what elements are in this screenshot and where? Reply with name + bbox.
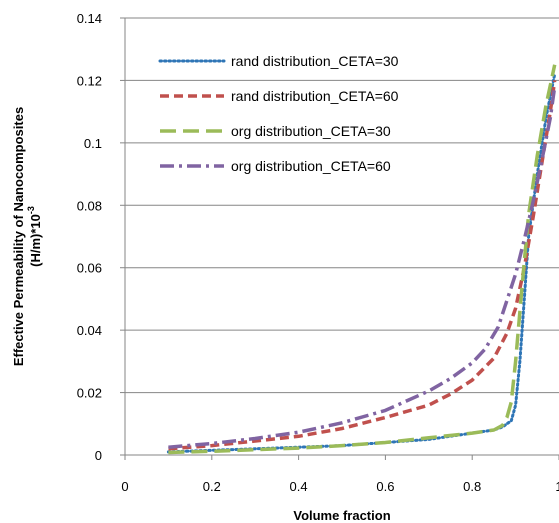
x-axis-title: Volume fraction — [293, 508, 390, 523]
x-tick-label: 0 — [121, 479, 128, 494]
series-line-3 — [168, 64, 557, 455]
x-tick-label: 0.2 — [203, 479, 221, 494]
x-tick-label: 0.8 — [463, 479, 481, 494]
series-line-4 — [168, 86, 557, 449]
y-tick-label: 0.1 — [84, 136, 102, 151]
y-axis-title-line2: (H/m)*10-3 — [26, 206, 43, 267]
axes — [120, 17, 559, 460]
y-tick-label: 0 — [95, 448, 102, 463]
y-tick-label: 0.12 — [77, 73, 102, 88]
legend-label-2: rand distribution_CETA=60 — [231, 88, 399, 104]
y-tick-label: 0.06 — [77, 261, 102, 276]
legend-label-1: rand distribution_CETA=30 — [231, 53, 399, 69]
x-tick-label: 1 — [555, 479, 559, 494]
legend-label-3: org distribution_CETA=30 — [231, 123, 391, 139]
series-line-2 — [168, 80, 557, 451]
y-axis-unit: (H/m)*10 — [28, 214, 43, 267]
y-tick-label: 0.02 — [77, 386, 102, 401]
legend-label-4: org distribution_CETA=60 — [231, 158, 391, 174]
grid-lines — [125, 17, 559, 456]
tick-labels: 0 0.02 0.04 0.06 0.08 0.1 0.12 0.14 0 0.2 0.4 0.6 0.… — [77, 11, 559, 494]
y-tick-label: 0.04 — [77, 323, 102, 338]
y-tick-label: 0.14 — [77, 11, 102, 26]
x-tick-label: 0.4 — [290, 479, 308, 494]
y-axis-exponent: -3 — [26, 206, 36, 214]
y-tick-label: 0.08 — [77, 198, 102, 213]
y-axis-title-line1: Effective Permeability of Nanocomposites — [11, 107, 26, 366]
x-tick-label: 0.6 — [376, 479, 394, 494]
series-lines — [166, 64, 557, 455]
